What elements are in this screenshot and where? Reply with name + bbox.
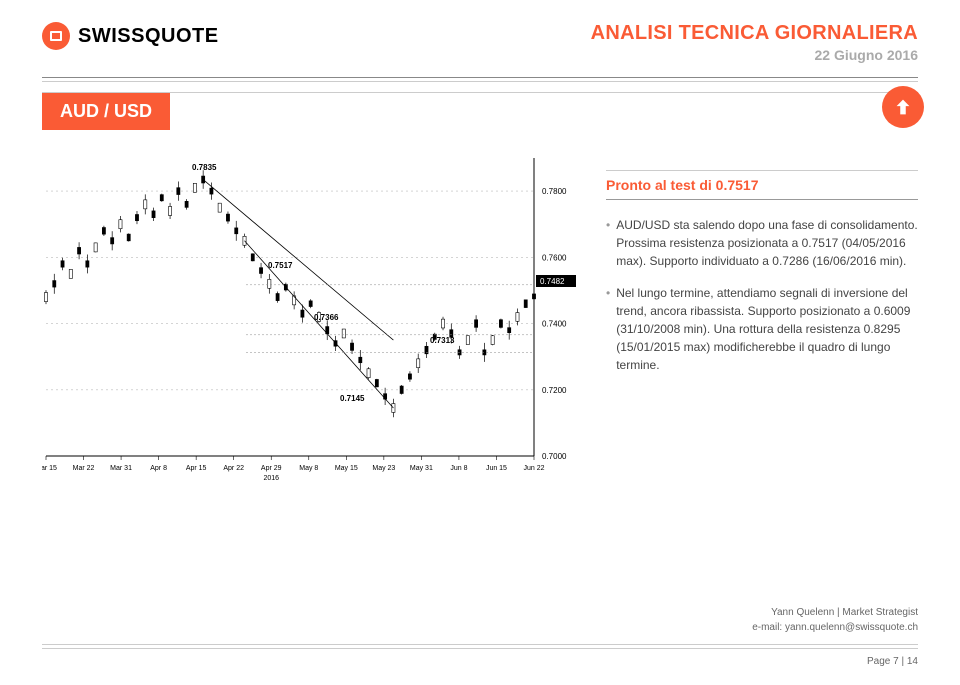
svg-text:Jun 15: Jun 15 <box>486 465 507 472</box>
price-chart: 0.7000 0.7200 0.7400 0.7600 0.7800 Mar 15 Mar … <box>42 148 582 488</box>
header: SWISSQUOTE ANALISI TECNICA GIORNALIERA 2… <box>0 0 960 71</box>
svg-text:2016: 2016 <box>263 475 279 482</box>
pair-label: AUD / USD <box>42 93 170 130</box>
svg-text:Mar 31: Mar 31 <box>110 465 132 472</box>
bullets: AUD/USD sta salendo dopo una fase di con… <box>606 216 918 374</box>
footer: Page 7 | 14 <box>42 644 918 667</box>
svg-text:0.7366: 0.7366 <box>314 313 339 322</box>
svg-text:0.7517: 0.7517 <box>268 261 293 270</box>
bullet-item: AUD/USD sta salendo dopo una fase di con… <box>606 216 918 270</box>
svg-text:May 8: May 8 <box>299 465 318 472</box>
svg-text:0.7400: 0.7400 <box>542 320 567 329</box>
svg-text:Mar 22: Mar 22 <box>73 465 95 472</box>
report-title: ANALISI TECNICA GIORNALIERA <box>591 22 918 45</box>
svg-text:May 23: May 23 <box>372 465 395 472</box>
summary-title: Pronto al test di 0.7517 <box>606 170 918 200</box>
svg-text:Mar 15: Mar 15 <box>42 465 57 472</box>
trend-up-icon <box>882 86 924 128</box>
analysis-column: Pronto al test di 0.7517 AUD/USD sta sal… <box>606 148 918 493</box>
header-rule <box>0 77 960 82</box>
pair-bar: AUD / USD <box>42 92 918 130</box>
svg-text:Jun 8: Jun 8 <box>450 465 467 472</box>
svg-text:0.7200: 0.7200 <box>542 386 567 395</box>
chart-column: 0.7000 0.7200 0.7400 0.7600 0.7800 Mar 15 Mar … <box>42 148 582 493</box>
bullet-item: Nel lungo termine, attendiamo segnali di… <box>606 284 918 374</box>
brand-name: SWISSQUOTE <box>78 25 219 48</box>
svg-text:Apr 8: Apr 8 <box>150 465 167 472</box>
svg-text:0.7145: 0.7145 <box>340 394 365 403</box>
svg-text:0.7600: 0.7600 <box>542 253 567 262</box>
author-block: Yann Quelenn | Market Strategist e-mail:… <box>752 605 918 635</box>
svg-text:Apr 29: Apr 29 <box>261 465 282 472</box>
svg-text:0.7835: 0.7835 <box>192 163 217 172</box>
author-email: e-mail: yann.quelenn@swissquote.ch <box>752 620 918 635</box>
content: 0.7000 0.7200 0.7400 0.7600 0.7800 Mar 15 Mar … <box>0 148 960 493</box>
title-block: ANALISI TECNICA GIORNALIERA 22 Giugno 20… <box>591 22 918 63</box>
logo-mark <box>42 22 70 50</box>
svg-text:Apr 22: Apr 22 <box>223 465 244 472</box>
page-number: Page 7 | 14 <box>867 656 918 667</box>
author-name: Yann Quelenn | Market Strategist <box>752 605 918 620</box>
svg-text:0.7800: 0.7800 <box>542 187 567 196</box>
report-date: 22 Giugno 2016 <box>591 47 918 63</box>
svg-text:0.7000: 0.7000 <box>542 452 567 461</box>
svg-text:0.7313: 0.7313 <box>430 336 455 345</box>
svg-text:Apr 15: Apr 15 <box>186 465 207 472</box>
svg-text:May 31: May 31 <box>410 465 433 472</box>
svg-text:Jun 22: Jun 22 <box>523 465 544 472</box>
logo: SWISSQUOTE <box>42 22 219 50</box>
svg-text:0.7482: 0.7482 <box>540 277 565 286</box>
svg-text:May 15: May 15 <box>335 465 358 472</box>
